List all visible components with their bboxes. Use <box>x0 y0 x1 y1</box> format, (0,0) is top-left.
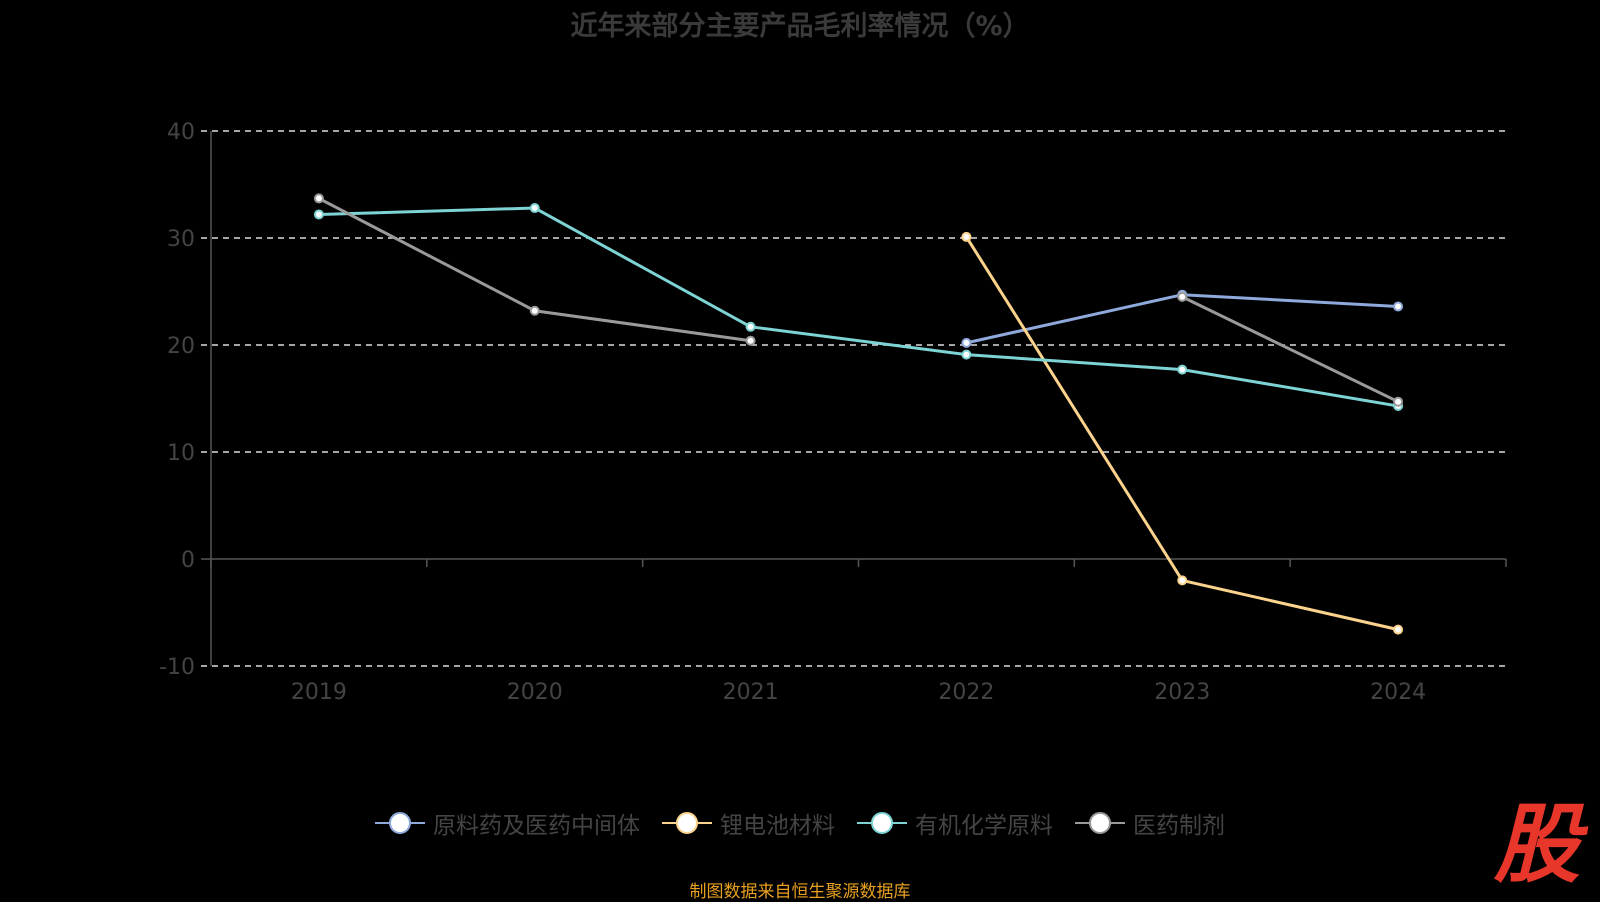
legend-label: 有机化学原料 <box>915 813 1053 839</box>
y-tick-label: -10 <box>159 655 195 680</box>
y-tick-label: 0 <box>181 548 195 573</box>
line-chart: -10 0 10 20 30 40 2019 2020 2021 2022 2023 2024 <box>159 120 1507 705</box>
x-tick-label: 2021 <box>723 680 779 705</box>
legend-item[interactable]: 原料药及医药中间体 <box>375 806 640 840</box>
x-tick-label: 2019 <box>291 680 347 705</box>
data-point <box>745 335 756 346</box>
data-point <box>1393 301 1404 312</box>
y-tick-label: 10 <box>167 441 195 466</box>
legend-label: 原料药及医药中间体 <box>433 813 640 839</box>
x-tick-label: 2024 <box>1370 680 1426 705</box>
legend-item[interactable]: 有机化学原料 <box>857 806 1053 840</box>
chart-title: 近年来部分主要产品毛利率情况（%） <box>570 11 1030 42</box>
data-point <box>1393 624 1404 635</box>
y-tick-label: 30 <box>167 227 195 252</box>
y-tick-label: 40 <box>167 120 195 145</box>
data-point <box>1393 396 1404 407</box>
x-tick-label: 2020 <box>507 680 563 705</box>
series-line <box>318 206 1399 408</box>
legend-marker-icon <box>857 812 907 834</box>
data-point <box>313 209 324 220</box>
legend-item[interactable]: 医药制剂 <box>1075 806 1225 840</box>
legend-label: 锂电池材料 <box>720 813 835 839</box>
data-point <box>529 305 540 316</box>
x-tick-label: 2022 <box>938 680 994 705</box>
series-line <box>1181 295 1399 404</box>
data-point <box>961 231 972 242</box>
x-tick-label: 2023 <box>1154 680 1210 705</box>
y-tick-label: 20 <box>167 334 195 359</box>
legend-item[interactable]: 锂电池材料 <box>662 806 835 840</box>
legend-marker-icon <box>662 812 712 834</box>
source-note: 制图数据来自恒生聚源数据库 <box>689 882 911 902</box>
data-point <box>1177 364 1188 375</box>
data-point <box>961 349 972 360</box>
data-point <box>961 337 972 348</box>
data-point <box>313 193 324 204</box>
data-point <box>1177 575 1188 586</box>
legend-marker-icon <box>1075 812 1125 834</box>
legend-marker-icon <box>375 812 425 834</box>
data-point <box>1177 291 1188 302</box>
brand-logo: 股 <box>1494 795 1580 895</box>
legend: 原料药及医药中间体 锂电池材料 有机化学原料 医药制剂 <box>0 806 1600 840</box>
data-point <box>529 203 540 214</box>
data-point <box>745 321 756 332</box>
series-line <box>966 293 1399 345</box>
legend-label: 医药制剂 <box>1133 813 1225 839</box>
series-line <box>318 197 751 343</box>
